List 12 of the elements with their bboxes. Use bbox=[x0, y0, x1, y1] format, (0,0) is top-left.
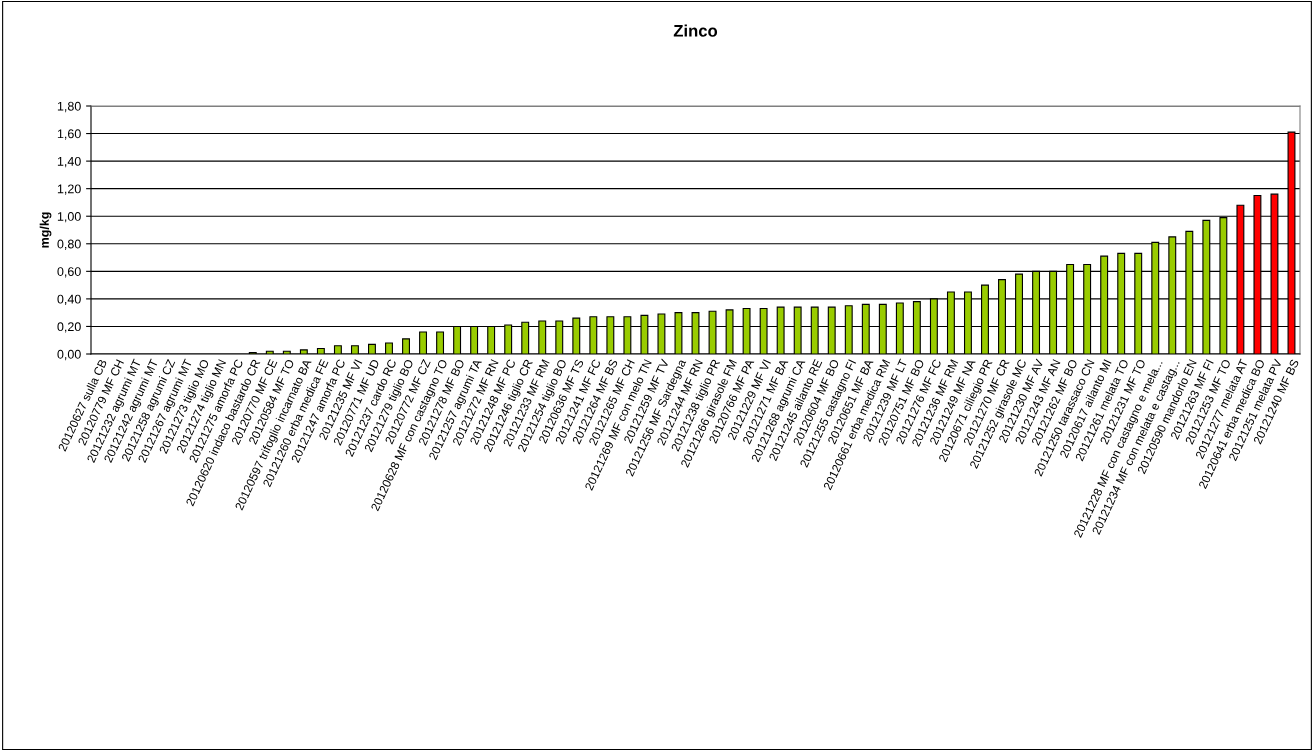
y-tick-label: 1,00 bbox=[57, 212, 81, 223]
chart-title: Zinco bbox=[673, 24, 718, 37]
y-tick-label: 1,40 bbox=[57, 156, 81, 168]
y-tick-label: 0,00 bbox=[57, 349, 81, 361]
y-tick-label: 1,60 bbox=[57, 129, 81, 140]
y-axis-title: mg/kg bbox=[39, 212, 52, 248]
y-tick-label: 1,80 bbox=[57, 101, 81, 113]
y-tick-label: 0,20 bbox=[57, 322, 81, 333]
y-tick-label: 0,60 bbox=[57, 267, 81, 278]
y-tick-label: 0,80 bbox=[57, 239, 81, 250]
y-tick-label: 1,20 bbox=[57, 184, 81, 195]
y-tick-label: 0,40 bbox=[57, 294, 81, 306]
